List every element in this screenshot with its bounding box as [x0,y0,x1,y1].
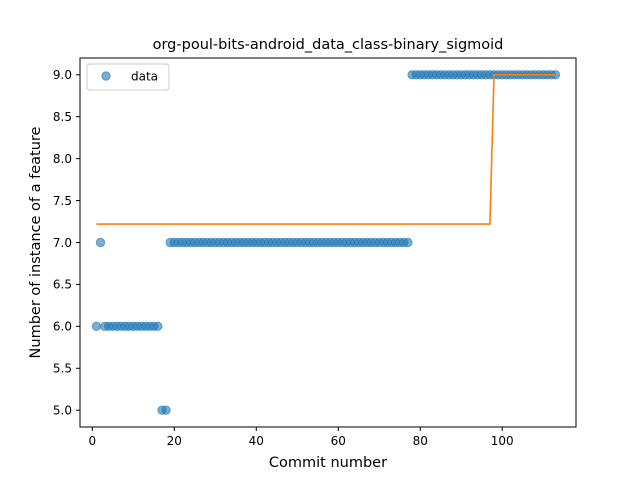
y-tick-label: 7.5 [53,194,72,208]
x-tick-label: 0 [88,434,96,448]
y-tick-label: 7.0 [53,236,72,250]
x-tick-label: 20 [167,434,182,448]
data-point [162,406,170,414]
y-tick-label: 8.5 [53,110,72,124]
x-tick-label: 80 [413,434,428,448]
data-point [92,322,100,330]
y-tick-label: 6.5 [53,278,72,292]
x-tick-label: 60 [331,434,346,448]
y-tick-label: 8.0 [53,152,72,166]
y-axis-label: Number of instance of a feature [28,126,44,358]
data-point [154,322,162,330]
y-tick-label: 6.0 [53,320,72,334]
x-axis-label: Commit number [269,455,387,471]
data-point [404,238,412,246]
legend-marker-data [102,72,110,80]
y-tick-label: 5.0 [53,404,72,418]
legend: data [87,64,169,90]
y-tick-label: 5.5 [53,362,72,376]
chart-title: org-poul-bits-android_data_class-binary_… [153,37,504,53]
y-tick-label: 9.0 [53,68,72,82]
data-point [96,238,104,246]
x-tick-label: 40 [249,434,264,448]
legend-label-data: data [131,70,158,84]
x-tick-label: 100 [491,434,514,448]
